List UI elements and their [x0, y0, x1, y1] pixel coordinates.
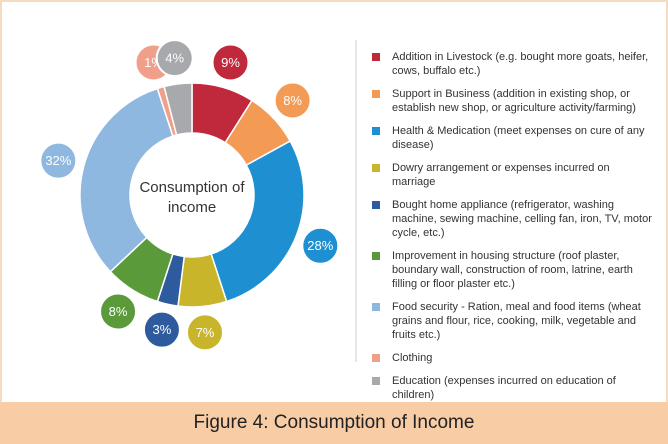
legend-label: Dowry arrangement or expenses incurred o…	[392, 162, 610, 188]
legend-swatch	[372, 201, 380, 209]
legend: Addition in Livestock (e.g. bought more …	[372, 50, 652, 411]
legend-label: Education (expenses incurred on educatio…	[392, 375, 616, 401]
legend-swatch	[372, 377, 380, 385]
data-label: 28%	[307, 238, 333, 253]
data-label: 32%	[45, 153, 71, 168]
legend-label: Food security - Ration, meal and food it…	[392, 301, 641, 341]
donut-segment	[163, 82, 193, 136]
legend-label: Bought home appliance (refrigerator, was…	[392, 199, 652, 239]
legend-item: Improvement in housing structure (roof p…	[372, 249, 652, 291]
legend-item: Health & Medication (meet expenses on cu…	[372, 124, 652, 152]
data-label: 7%	[196, 325, 215, 340]
chart: 9%8%28%7%3%8%32%1% 4%	[0, 0, 668, 402]
legend-item: Food security - Ration, meal and food it…	[372, 300, 652, 342]
data-label: 3%	[152, 322, 171, 337]
legend-item: Bought home appliance (refrigerator, was…	[372, 198, 652, 240]
figure-caption: Figure 4: Consumption of Income	[0, 402, 668, 444]
legend-item: Clothing	[372, 351, 652, 365]
donut-segment	[210, 140, 305, 303]
label-bubble	[155, 39, 194, 78]
center-label: Consumption of income	[139, 179, 245, 216]
data-label: 4%	[165, 51, 184, 66]
legend-item: Support in Business (addition in existin…	[372, 87, 652, 115]
label-bubble	[211, 43, 250, 82]
legend-item: Dowry arrangement or expenses incurred o…	[372, 161, 652, 189]
label-bubble	[39, 141, 78, 180]
legend-swatch	[372, 354, 380, 362]
legend-label: Clothing	[392, 352, 433, 364]
label-bubble	[142, 310, 181, 349]
label-bubble	[273, 81, 312, 120]
legend-label: Improvement in housing structure (roof p…	[392, 250, 633, 290]
legend-swatch	[372, 252, 380, 260]
data-label: 9%	[221, 55, 240, 70]
legend-swatch	[372, 90, 380, 98]
legend-label: Health & Medication (meet expenses on cu…	[392, 125, 645, 151]
frame	[0, 0, 668, 402]
legend-swatch	[372, 164, 380, 172]
data-label: 8%	[283, 93, 302, 108]
data-label: 8%	[109, 304, 128, 319]
legend-swatch	[372, 53, 380, 61]
label-bubble	[301, 226, 340, 265]
legend-label: Addition in Livestock (e.g. bought more …	[392, 51, 649, 77]
legend-label: Support in Business (addition in existin…	[392, 88, 636, 114]
donut-segment	[79, 87, 174, 273]
legend-item: Addition in Livestock (e.g. bought more …	[372, 50, 652, 78]
legend-item: Education (expenses incurred on educatio…	[372, 374, 652, 402]
label-bubble	[185, 313, 224, 352]
legend-swatch	[372, 127, 380, 135]
label-bubble	[99, 292, 138, 331]
legend-swatch	[372, 303, 380, 311]
